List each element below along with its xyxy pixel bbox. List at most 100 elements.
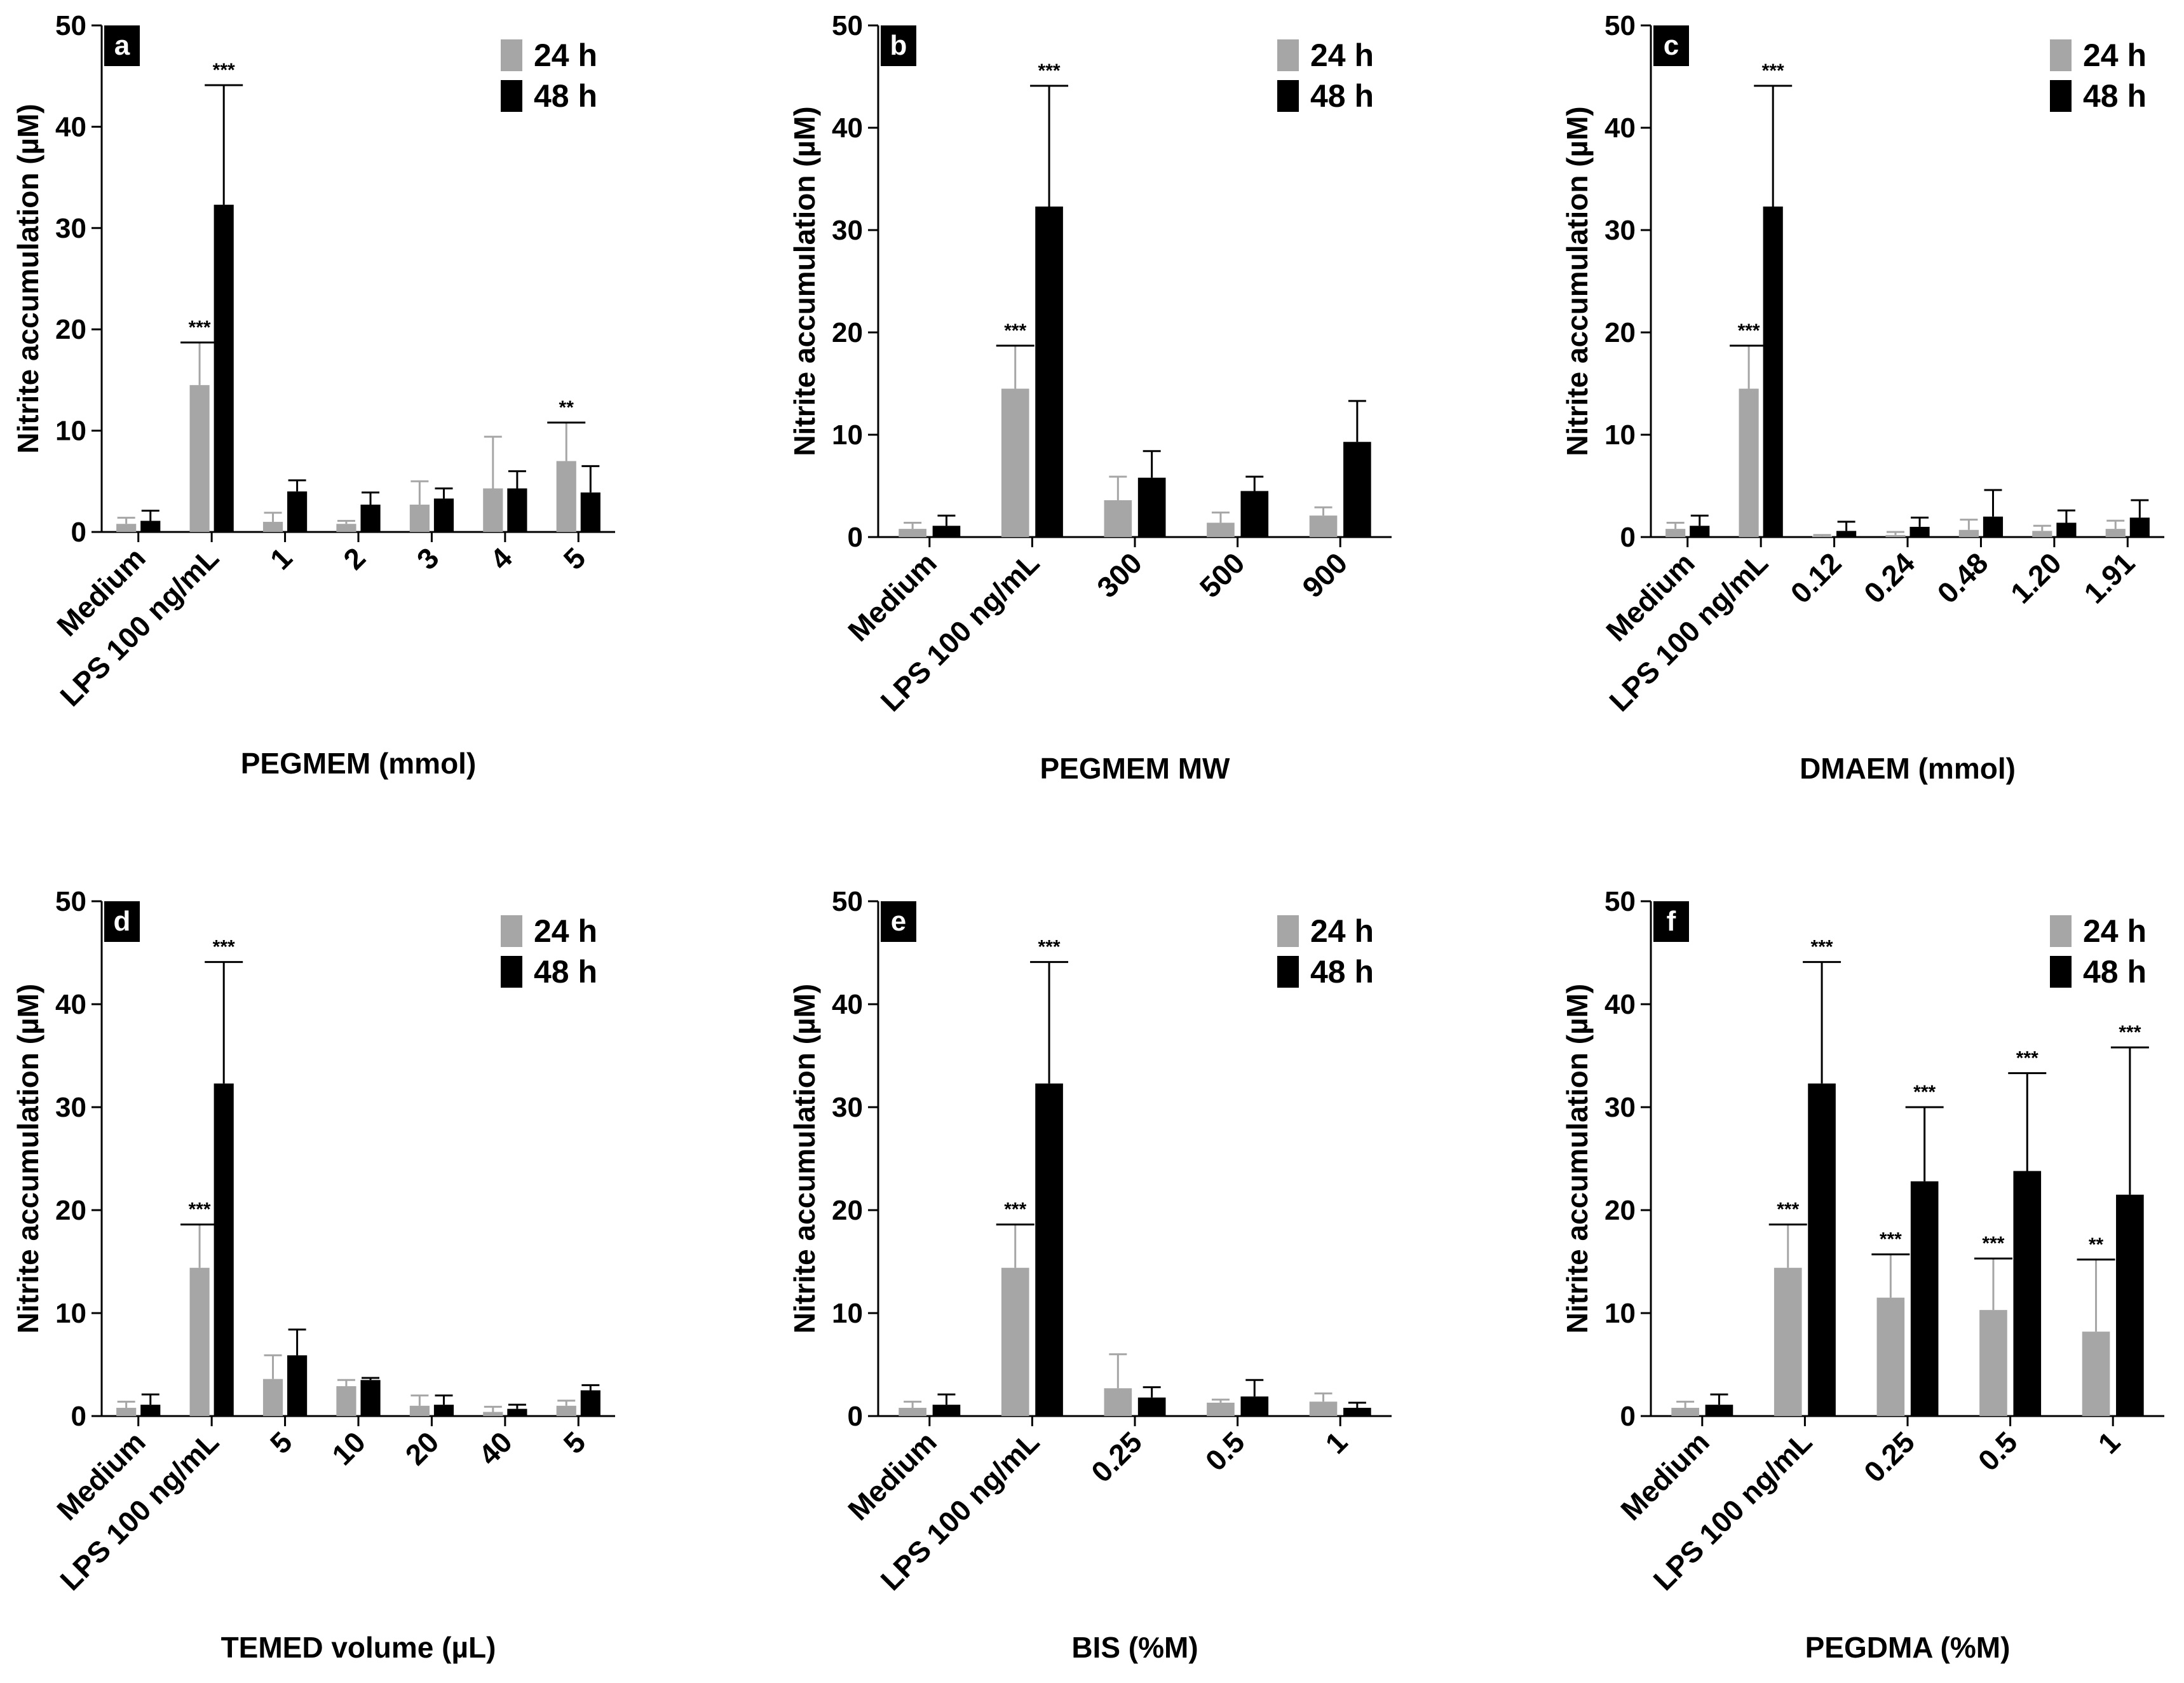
y-tick-label: 30 [55, 1092, 86, 1123]
bar-24h-3 [1979, 1310, 2007, 1416]
bar-24h-2 [262, 1379, 283, 1416]
bar-48h-1 [1035, 206, 1063, 538]
bar-48h-6 [580, 1390, 600, 1416]
bar-24h-6 [2105, 529, 2126, 537]
significance-label: *** [213, 937, 235, 958]
x-tick-label: Medium [841, 1425, 943, 1527]
y-tick-label: 30 [1604, 1092, 1636, 1123]
legend-label: 48 h [1310, 954, 1374, 990]
y-tick-label: 0 [848, 522, 863, 553]
y-tick-label: 30 [832, 1092, 863, 1123]
x-tick-label: 1 [2091, 1425, 2126, 1460]
bar-48h-1 [214, 205, 234, 532]
bar-48h-4 [2116, 1194, 2144, 1416]
y-tick-label: 20 [1604, 317, 1636, 348]
panel-f: 0 10 20 30 40 50 Nitrite accumulation (µM) Medi… [1561, 886, 2164, 1664]
x-tick-label: 1.20 [2004, 546, 2068, 610]
legend-label: 24 h [534, 913, 597, 949]
bar-24h-2 [1104, 500, 1132, 537]
y-tick-label: 50 [1604, 886, 1636, 917]
bar-24h-4 [409, 504, 430, 532]
bar-48h-6 [2129, 517, 2150, 537]
significance-label: *** [1038, 60, 1061, 81]
y-tick-label: 40 [1604, 112, 1636, 144]
x-axis-title: DMAEM (mmol) [1800, 752, 2016, 785]
x-axis-title: BIS (%M) [1071, 1631, 1198, 1664]
significance-label: *** [1913, 1082, 1936, 1103]
x-tick-label: 20 [399, 1425, 445, 1471]
x-tick-label: 500 [1193, 546, 1251, 604]
bar-48h-0 [932, 526, 961, 537]
legend-swatch [1277, 956, 1299, 988]
significance-label: *** [2016, 1048, 2038, 1069]
bar-24h-4 [409, 1405, 430, 1416]
panel-badge [104, 901, 140, 942]
x-tick-label: 300 [1090, 546, 1148, 604]
x-axis-title: PEGMEM MW [1040, 752, 1231, 785]
significance-label: *** [1738, 320, 1760, 341]
y-tick-label: 50 [832, 10, 863, 41]
bar-24h-2 [262, 522, 283, 532]
y-tick-label: 10 [832, 419, 863, 451]
x-tick-label: 1 [264, 541, 299, 576]
panel-badge [881, 901, 916, 942]
bar-24h-2 [1812, 536, 1833, 537]
y-tick-label: 20 [55, 1195, 86, 1226]
y-tick-label: 0 [1620, 522, 1636, 553]
legend-label: 24 h [2083, 37, 2147, 73]
y-tick-label: 50 [55, 10, 86, 41]
bar-24h-3 [1207, 1402, 1235, 1416]
bar-24h-3 [336, 524, 356, 532]
y-tick-label: 20 [832, 1195, 863, 1226]
bar-24h-0 [1671, 1408, 1699, 1416]
y-tick-label: 0 [848, 1401, 863, 1432]
y-axis-title: Nitrite accumulation (µM) [788, 106, 821, 456]
y-tick-label: 0 [1620, 1401, 1636, 1432]
y-axis-title: Nitrite accumulation (µM) [1561, 984, 1594, 1333]
bar-24h-4 [1958, 529, 1979, 537]
significance-label: *** [1038, 937, 1061, 958]
panel-letter: b [890, 30, 907, 61]
bar-48h-2 [1137, 1397, 1166, 1416]
x-tick-label: 5 [557, 1425, 592, 1460]
y-axis-title: Nitrite accumulation (µM) [788, 984, 821, 1333]
y-axis-title: Nitrite accumulation (µM) [1561, 106, 1594, 456]
significance-label: *** [1762, 60, 1784, 81]
x-tick-label: 0.5 [1972, 1425, 2024, 1477]
x-tick-label: 1.91 [2077, 546, 2141, 610]
bar-24h-1 [1001, 1267, 1029, 1416]
legend-swatch [2050, 39, 2072, 71]
significance-label: *** [1811, 937, 1833, 958]
legend-swatch [2050, 80, 2072, 112]
y-tick-label: 10 [55, 1298, 86, 1329]
panel-badge [1653, 901, 1689, 942]
bar-24h-0 [116, 1408, 137, 1416]
y-tick-label: 10 [1604, 1298, 1636, 1329]
bar-48h-4 [1983, 516, 2004, 537]
significance-label: *** [213, 60, 235, 81]
legend-label: 24 h [1310, 37, 1374, 73]
bar-48h-3 [1909, 526, 1930, 537]
y-tick-label: 30 [832, 215, 863, 246]
panel-letter: f [1667, 906, 1676, 937]
x-tick-label: 40 [472, 1425, 519, 1471]
bar-48h-1 [1808, 1083, 1836, 1416]
panel-b: 0 10 20 30 40 50 Nitrite accumulation (µM) Medi… [788, 10, 1392, 785]
y-tick-label: 50 [1604, 10, 1636, 41]
legend-swatch [1277, 915, 1299, 947]
bar-48h-0 [140, 1405, 161, 1416]
bar-24h-1 [1739, 388, 1759, 537]
significance-label: *** [2119, 1022, 2141, 1043]
y-axis-title: Nitrite accumulation (µM) [11, 104, 44, 453]
y-tick-label: 40 [832, 989, 863, 1020]
bar-24h-4 [2082, 1332, 2110, 1416]
x-axis-title: TEMED volume (µL) [221, 1631, 496, 1664]
bar-48h-3 [360, 1380, 381, 1416]
y-tick-label: 40 [1604, 989, 1636, 1020]
bar-48h-0 [1690, 526, 1710, 537]
panel-letter: d [114, 906, 131, 937]
y-tick-label: 40 [55, 989, 86, 1020]
legend-swatch [501, 915, 522, 947]
panel-badge [881, 25, 916, 66]
